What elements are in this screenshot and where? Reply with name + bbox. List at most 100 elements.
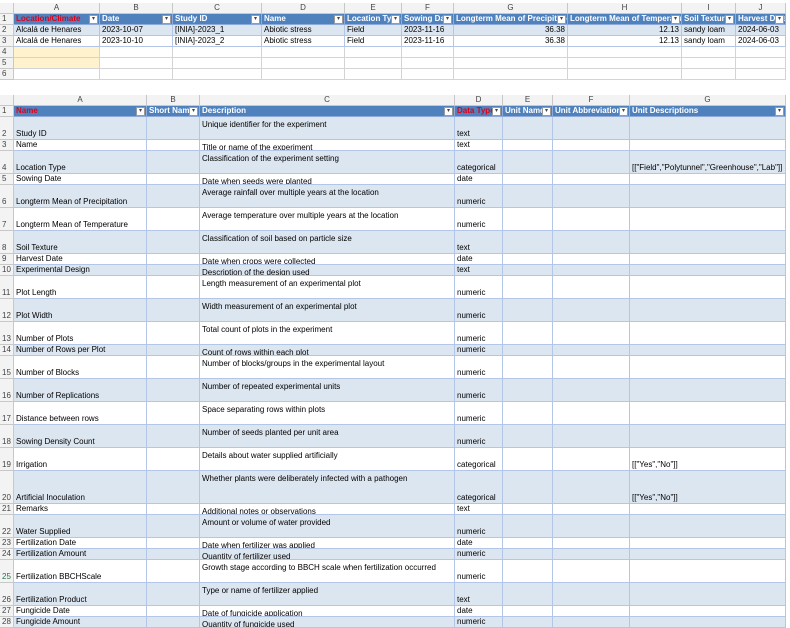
cell[interactable]: Title or name of the experiment: [200, 140, 455, 151]
cell[interactable]: [553, 515, 630, 538]
cell[interactable]: [630, 379, 786, 402]
filter-button[interactable]: ▾: [89, 15, 98, 24]
cell[interactable]: [503, 276, 553, 299]
row-number[interactable]: 25: [0, 560, 14, 583]
cell[interactable]: [682, 47, 736, 58]
cell[interactable]: numeric: [455, 356, 503, 379]
cell[interactable]: Remarks: [14, 504, 147, 515]
cell[interactable]: Quantity of fungicide used: [200, 617, 455, 628]
row-number[interactable]: 10: [0, 265, 14, 276]
column-letter[interactable]: G: [454, 3, 568, 14]
cell[interactable]: [503, 140, 553, 151]
cell[interactable]: [147, 356, 200, 379]
cell[interactable]: sandy loam: [682, 36, 736, 47]
cell[interactable]: [630, 560, 786, 583]
filter-button[interactable]: ▾: [775, 107, 784, 116]
cell[interactable]: Quantity of fertilizer used: [200, 549, 455, 560]
cell[interactable]: [147, 560, 200, 583]
cell[interactable]: [100, 69, 173, 80]
cell[interactable]: [630, 185, 786, 208]
filter-button[interactable]: ▾: [725, 15, 734, 24]
cell[interactable]: [["Yes","No"]]: [630, 471, 786, 504]
select-all-corner[interactable]: [0, 95, 14, 106]
cell[interactable]: Alcalá de Henares: [14, 25, 100, 36]
cell[interactable]: Irrigation: [14, 448, 147, 471]
cell[interactable]: [147, 254, 200, 265]
cell[interactable]: [147, 515, 200, 538]
header-cell[interactable]: Sowing Date: [402, 14, 454, 25]
row-number[interactable]: 27: [0, 606, 14, 617]
column-letter[interactable]: I: [682, 3, 736, 14]
row-number[interactable]: 26: [0, 583, 14, 606]
header-cell[interactable]: Location Type: [345, 14, 402, 25]
cell[interactable]: [454, 69, 568, 80]
filter-button[interactable]: ▾: [136, 107, 145, 116]
row-number[interactable]: 16: [0, 379, 14, 402]
cell[interactable]: [568, 69, 682, 80]
cell[interactable]: numeric: [455, 345, 503, 356]
cell[interactable]: [173, 47, 262, 58]
row-number[interactable]: 15: [0, 356, 14, 379]
header-cell[interactable]: Description: [200, 106, 455, 117]
cell[interactable]: [INIA]-2023_2: [173, 36, 262, 47]
cell[interactable]: [553, 299, 630, 322]
cell[interactable]: [553, 140, 630, 151]
cell[interactable]: Amount or volume of water provided: [200, 515, 455, 538]
cell[interactable]: Longterm Mean of Precipitation: [14, 185, 147, 208]
cell[interactable]: [553, 549, 630, 560]
cell[interactable]: Field: [345, 25, 402, 36]
cell[interactable]: [630, 617, 786, 628]
cell[interactable]: Location Type: [14, 151, 147, 174]
row-number[interactable]: 20: [0, 471, 14, 504]
cell[interactable]: [630, 549, 786, 560]
cell[interactable]: Number of Blocks: [14, 356, 147, 379]
cell[interactable]: [173, 69, 262, 80]
header-cell[interactable]: Name: [262, 14, 345, 25]
filter-button[interactable]: ▾: [619, 107, 628, 116]
cell[interactable]: [630, 345, 786, 356]
cell[interactable]: numeric: [455, 276, 503, 299]
cell[interactable]: [503, 402, 553, 425]
filter-button[interactable]: ▾: [391, 15, 400, 24]
header-cell[interactable]: Date: [100, 14, 173, 25]
cell[interactable]: Fertilization Amount: [14, 549, 147, 560]
column-letter[interactable]: D: [455, 95, 503, 106]
cell[interactable]: Date when crops were collected: [200, 254, 455, 265]
cell[interactable]: [553, 265, 630, 276]
cell[interactable]: [553, 254, 630, 265]
cell[interactable]: [503, 117, 553, 140]
row-number[interactable]: 5: [0, 58, 14, 69]
cell[interactable]: [503, 254, 553, 265]
cell[interactable]: [147, 379, 200, 402]
cell[interactable]: [553, 345, 630, 356]
cell[interactable]: Alcalá de Henares: [14, 36, 100, 47]
cell[interactable]: Length measurement of an experimental pl…: [200, 276, 455, 299]
cell[interactable]: [630, 276, 786, 299]
cell[interactable]: 2024-06-03: [736, 25, 786, 36]
cell[interactable]: [14, 69, 100, 80]
cell[interactable]: [630, 140, 786, 151]
cell[interactable]: 36.38: [454, 25, 568, 36]
header-cell[interactable]: Data Type: [455, 106, 503, 117]
cell[interactable]: [503, 379, 553, 402]
cell[interactable]: [262, 69, 345, 80]
cell[interactable]: [553, 560, 630, 583]
cell[interactable]: Water Supplied: [14, 515, 147, 538]
cell[interactable]: [503, 265, 553, 276]
cell[interactable]: [147, 425, 200, 448]
cell[interactable]: [630, 504, 786, 515]
cell[interactable]: [553, 606, 630, 617]
cell[interactable]: Details about water supplied artificiall…: [200, 448, 455, 471]
cell[interactable]: [568, 58, 682, 69]
header-cell[interactable]: Unit Name: [503, 106, 553, 117]
cell[interactable]: [147, 402, 200, 425]
cell[interactable]: [553, 471, 630, 504]
cell[interactable]: [503, 617, 553, 628]
cell[interactable]: [503, 606, 553, 617]
cell[interactable]: [INIA]-2023_1: [173, 25, 262, 36]
column-letter[interactable]: G: [630, 95, 786, 106]
cell[interactable]: [503, 185, 553, 208]
cell[interactable]: [553, 504, 630, 515]
row-number[interactable]: 17: [0, 402, 14, 425]
cell[interactable]: numeric: [455, 402, 503, 425]
